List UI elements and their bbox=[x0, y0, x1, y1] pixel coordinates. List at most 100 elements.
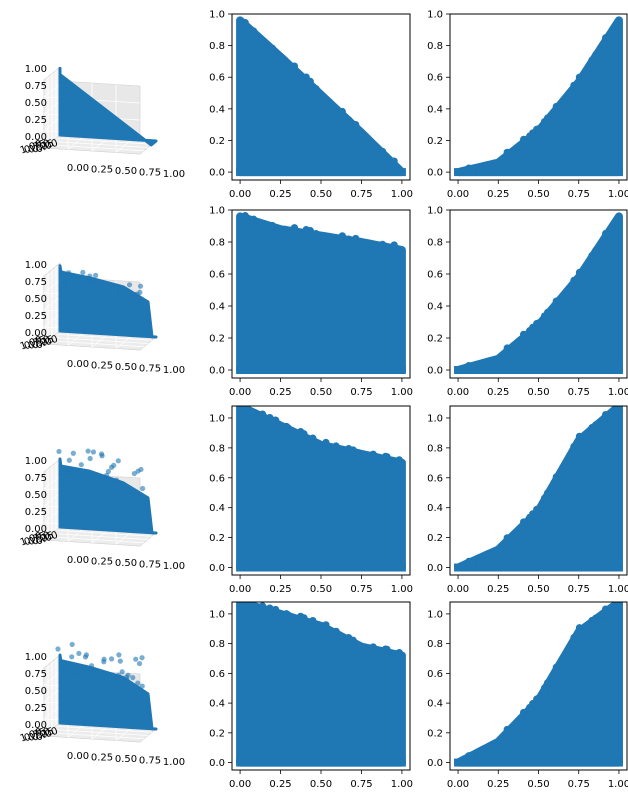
row3-3d-scatter-point bbox=[98, 451, 105, 457]
row2-mid-scatter-ytick-label: 0.6 bbox=[209, 270, 225, 281]
row4-3d-scatter-point bbox=[83, 652, 90, 658]
row4-mid-scatter-point bbox=[373, 650, 382, 658]
row4-3d-scatter-point bbox=[139, 683, 145, 689]
row2-3d-scatter-ztick-label: 0.00 bbox=[25, 328, 47, 339]
row4-mid-scatter-point bbox=[337, 632, 345, 641]
row2-right-scatter-point bbox=[607, 224, 615, 233]
row4-mid-scatter-xtick-label: 0.75 bbox=[350, 779, 372, 790]
row1-right-scatter: 0.00 0.25 0.50 0.75 1.00 0.0 0.2 0.4 0.6 0.8 1.0 bbox=[427, 10, 628, 201]
row1-right-scatter-point bbox=[571, 88, 579, 96]
row3-mid-scatter-point bbox=[260, 417, 268, 425]
row1-mid-scatter-xtick-label: 0.25 bbox=[269, 189, 291, 200]
row3-right-scatter-ytick-label: 0.4 bbox=[427, 503, 443, 514]
row4-right-scatter-point bbox=[483, 743, 492, 751]
row2-mid-scatter-point bbox=[345, 238, 354, 246]
row2-mid-scatter-ytick-label: 0.0 bbox=[209, 366, 225, 377]
row2-right-scatter-point bbox=[508, 346, 516, 354]
row1-3d-scatter: 0.000.250.500.751.000.00 0.25 0.50 0.75 1.00… bbox=[19, 64, 185, 180]
row3-3d-scatter-point bbox=[65, 469, 71, 475]
row1-mid-scatter-ytick-label: 1.0 bbox=[209, 10, 225, 21]
row2-mid-scatter-xtick-label: 0.75 bbox=[350, 387, 372, 398]
row4-3d-scatter-ztick-label: 1.00 bbox=[25, 652, 47, 663]
row3-3d-scatter-point bbox=[131, 470, 137, 477]
row1-right-scatter-point bbox=[492, 162, 500, 170]
row1-mid-scatter: 0.00 0.25 0.50 0.75 1.00 0.0 0.2 0.4 0.6 0.8 1.0 bbox=[209, 10, 413, 201]
row4-3d-scatter-point bbox=[135, 680, 141, 686]
row2-mid-scatter-point bbox=[387, 249, 395, 257]
row1-3d-scatter-xtick-label: 1.00 bbox=[163, 169, 185, 180]
row2-3d-scatter-xtick-label: 0.25 bbox=[91, 361, 113, 372]
row4-right-scatter-point bbox=[600, 609, 608, 618]
row3-mid-scatter-point bbox=[311, 438, 319, 446]
row4-mid-scatter-point bbox=[379, 647, 387, 655]
row2-mid-scatter-point bbox=[358, 240, 366, 248]
row4-right-scatter-xtick-label: 0.75 bbox=[568, 779, 590, 790]
row2-mid-scatter-point bbox=[268, 221, 276, 230]
row3-right-scatter-point bbox=[514, 529, 522, 537]
row4-3d-scatter-xtick-label: 1.00 bbox=[163, 757, 185, 768]
row4-right-scatter-point bbox=[571, 639, 579, 648]
row3-mid-scatter-point bbox=[275, 423, 283, 432]
row4-right-scatter-points bbox=[454, 602, 623, 767]
row4-mid-scatter-point bbox=[284, 611, 292, 619]
row2-right-scatter: 0.00 0.25 0.50 0.75 1.00 0.0 0.2 0.4 0.6 0.8 1.0 bbox=[427, 206, 628, 399]
row2-mid-scatter-point bbox=[277, 227, 285, 235]
row4-3d-scatter-point bbox=[69, 654, 75, 660]
row1-mid-scatter-xtick-label: 0.00 bbox=[229, 189, 251, 200]
row4-3d-scatter-point bbox=[76, 650, 82, 657]
row4-right-scatter-xtick-label: 0.25 bbox=[487, 779, 509, 790]
row3-right-scatter-point bbox=[540, 494, 549, 502]
row3-mid-scatter-xtick-label: 1.00 bbox=[391, 584, 413, 595]
row1-mid-scatter-point bbox=[268, 44, 276, 52]
row1-right-scatter-point bbox=[561, 99, 569, 107]
row2-mid-scatter-ytick-label: 0.4 bbox=[209, 302, 225, 313]
row2-right-scatter-point bbox=[544, 308, 552, 316]
row1-right-scatter-ytick-label: 0.6 bbox=[427, 73, 443, 84]
row2-right-scatter-point bbox=[614, 215, 622, 223]
row1-3d-scatter-xtick-label: 0.00 bbox=[67, 163, 89, 174]
row4-mid-scatter-point bbox=[345, 634, 353, 642]
row1-3d-scatter-ztick-label: 1.00 bbox=[25, 64, 47, 75]
row3-right-scatter-point bbox=[476, 558, 484, 566]
row4-mid-scatter-ytick-label: 0.2 bbox=[209, 728, 225, 739]
row2-3d-scatter-ztick-label: 0.75 bbox=[25, 277, 47, 288]
row3-right-scatter-point bbox=[592, 421, 600, 429]
row1-mid-scatter-ytick-label: 0.6 bbox=[209, 73, 225, 84]
row3-mid-scatter-xtick-label: 0.50 bbox=[310, 584, 332, 595]
row1-mid-scatter-ytick-label: 0.0 bbox=[209, 168, 225, 179]
row3-3d-scatter-xtick-label: 0.50 bbox=[115, 558, 137, 569]
row2-mid-scatter-point bbox=[299, 232, 307, 240]
row3-mid-scatter-point bbox=[254, 414, 262, 422]
row3-right-scatter-ytick-label: 0.0 bbox=[427, 563, 443, 574]
row2-3d-scatter-ztick-label: 0.25 bbox=[25, 311, 47, 322]
row1-right-scatter-point bbox=[508, 151, 516, 159]
row1-mid-scatter-point bbox=[387, 162, 395, 170]
row4-right-scatter-point bbox=[460, 758, 468, 767]
row1-3d-scatter-ztick-label: 0.25 bbox=[25, 115, 47, 126]
row1-right-scatter-point bbox=[588, 59, 597, 67]
row3-right-scatter-point bbox=[565, 454, 573, 462]
row4-right-scatter-ytick-label: 0.4 bbox=[427, 699, 443, 710]
row2-right-scatter-point bbox=[600, 235, 608, 243]
row3-right-scatter-ytick-label: 0.8 bbox=[427, 443, 443, 454]
row4-right-scatter-point bbox=[565, 645, 573, 653]
row3-right-scatter-point bbox=[492, 549, 500, 558]
row3-right-scatter-point bbox=[467, 557, 475, 565]
row1-3d-scatter-xtick-label: 0.25 bbox=[91, 165, 113, 176]
row4-3d-scatter-point bbox=[136, 660, 143, 667]
row3-3d-scatter-ztick-label: 0.50 bbox=[25, 490, 47, 501]
row3-right-scatter-point bbox=[574, 439, 582, 447]
row1-mid-scatter-point bbox=[258, 36, 266, 45]
row3-3d-scatter-ztick-label: 0.00 bbox=[25, 524, 47, 535]
row3-right-scatter-point bbox=[600, 415, 608, 423]
row3-mid-scatter-point bbox=[369, 450, 377, 458]
row3-right-scatter-xtick-label: 0.00 bbox=[447, 584, 469, 595]
row3-3d-scatter-point bbox=[70, 450, 76, 456]
row2-mid-scatter-point bbox=[378, 240, 387, 248]
row4-mid-scatter-ytick-label: 0.8 bbox=[209, 639, 225, 650]
row1-right-scatter-point bbox=[600, 39, 608, 48]
row3-3d-scatter-point bbox=[105, 468, 111, 475]
row2-mid-scatter-point bbox=[247, 216, 255, 224]
row3-right-scatter-point bbox=[460, 563, 468, 572]
row2-mid-scatter-point bbox=[307, 232, 315, 240]
